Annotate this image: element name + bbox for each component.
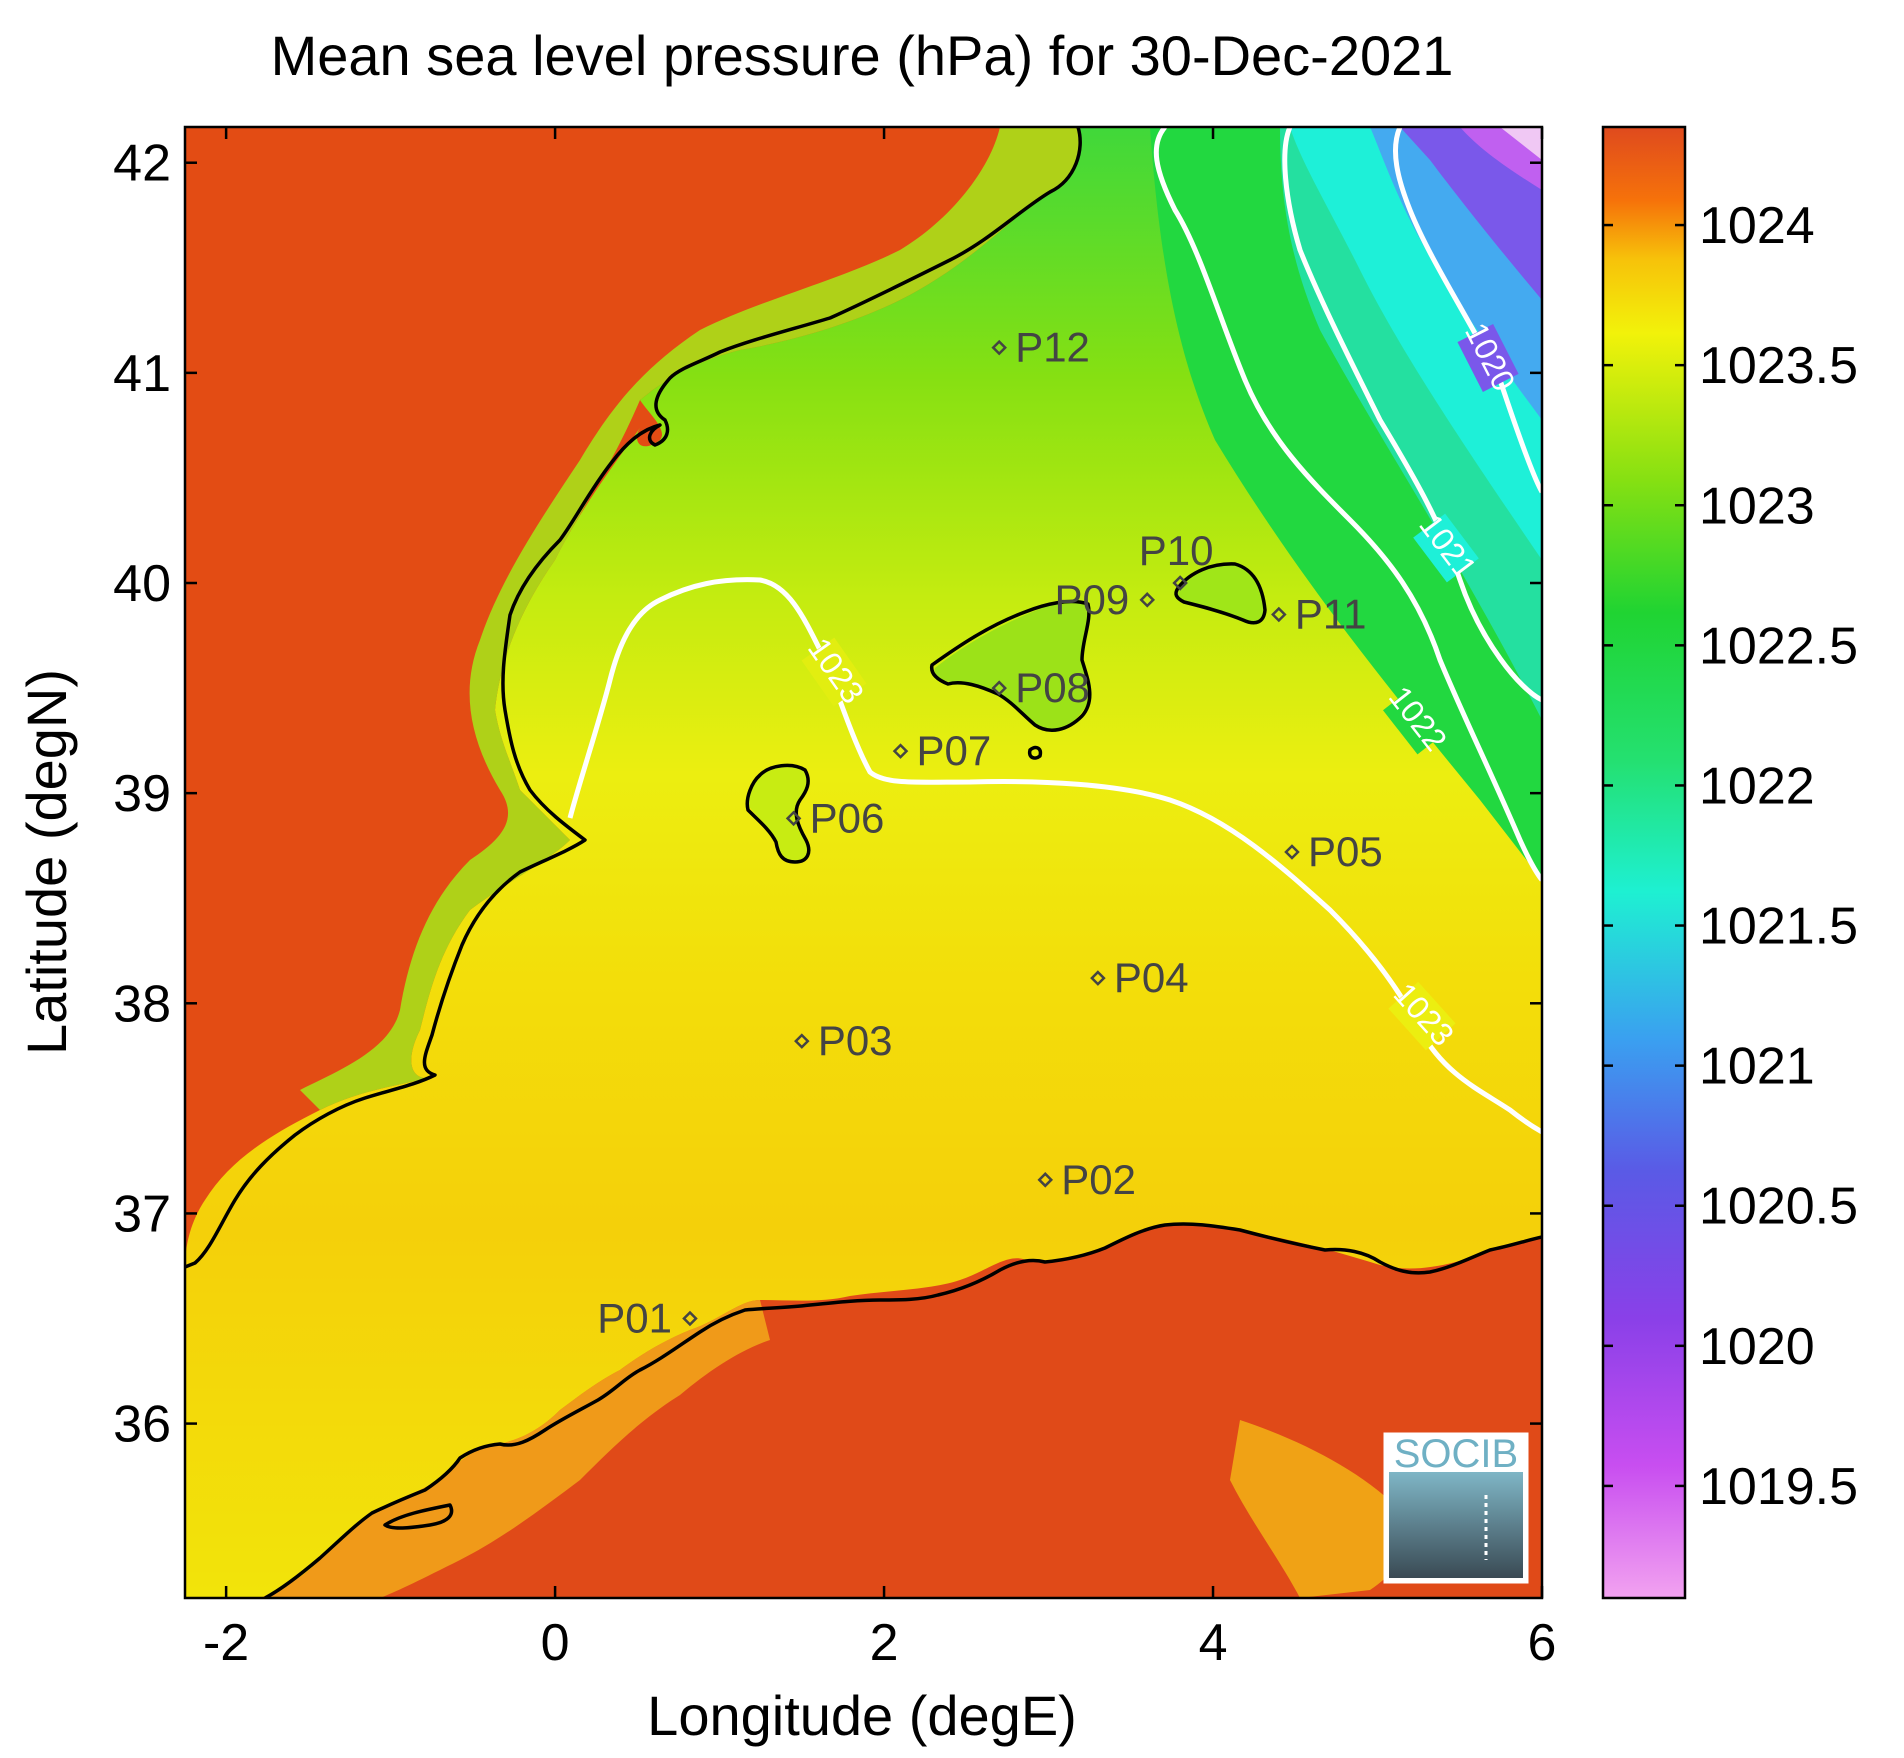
- x-tick-label: 2: [870, 1614, 899, 1672]
- coastline-mallorca: [929, 599, 1092, 732]
- island-mallorca: [934, 601, 1091, 732]
- coastline-iberia: [185, 127, 1082, 1269]
- y-tick-label: 37: [113, 1185, 171, 1243]
- station-label: P02: [1061, 1156, 1136, 1203]
- socib-logo-text: SOCIB: [1394, 1432, 1518, 1476]
- station-label: P10: [1139, 527, 1214, 574]
- land-iberia-fringe: [300, 127, 1081, 1110]
- contour-1022: [1153, 127, 1542, 882]
- station-p12: P12: [991, 324, 1090, 371]
- y-tick-label: 36: [113, 1396, 171, 1454]
- pressure-band-1020: [1400, 127, 1542, 300]
- colorbar-tick-label: 1020: [1699, 1318, 1815, 1376]
- station-marker: [794, 1033, 810, 1049]
- plot-frame: [183, 125, 1544, 1600]
- station-marker: [1172, 575, 1188, 591]
- station-p02: P02: [1037, 1156, 1136, 1203]
- x-tick-label: 4: [1199, 1614, 1228, 1672]
- y-tick-label: 38: [113, 975, 171, 1033]
- y-tick-label: 40: [113, 555, 171, 613]
- x-tick-label: 6: [1528, 1614, 1557, 1672]
- colorbar-tick-label: 1022: [1699, 757, 1815, 815]
- station-p06: P06: [785, 794, 885, 841]
- island-menorca: [1177, 565, 1265, 622]
- contour-1021: [1282, 127, 1542, 703]
- station-p07: P07: [892, 727, 992, 774]
- y-tick-label: 42: [113, 135, 171, 193]
- coastline-north-africa: [264, 1222, 1542, 1598]
- colorbar-tick-label: 1022.5: [1699, 617, 1858, 675]
- coastline-ibiza: [745, 763, 811, 864]
- station-p03: P03: [794, 1017, 893, 1064]
- station-marker: [1271, 606, 1287, 623]
- station-marker: [1139, 592, 1156, 608]
- x-tick-label: 0: [541, 1614, 570, 1672]
- station-label: P12: [1015, 324, 1090, 371]
- contour-1020: [1392, 127, 1542, 494]
- station-label: P07: [917, 727, 992, 774]
- station-marker: [991, 680, 1007, 696]
- colorbar-tick-label: 1019.5: [1699, 1458, 1858, 1516]
- station-label: P08: [1015, 664, 1090, 711]
- pressure-band-lowest: [1500, 127, 1542, 160]
- station-label: P04: [1114, 954, 1189, 1001]
- station-p05: P05: [1284, 828, 1383, 875]
- station-marker: [991, 339, 1007, 356]
- land-africa-warm-patch: [1230, 1420, 1409, 1598]
- colorbar-tick-label: 1024: [1699, 197, 1815, 255]
- island-ibiza: [747, 765, 810, 863]
- station-marker: [1090, 970, 1106, 986]
- station-marker: [785, 810, 802, 827]
- colorbar-tick-label: 1021.5: [1699, 898, 1858, 956]
- station-p08: P08: [991, 664, 1090, 711]
- station-p01: P01: [597, 1295, 698, 1342]
- y-axis: 36 37 38 39 40 41 42: [113, 135, 1542, 1454]
- colorbar-ticks: 1024 1023.5 1023 1022.5 1022 1021.5 1021 1020.5…: [1603, 197, 1858, 1516]
- coastline-cabrera: [1027, 745, 1043, 760]
- station-label: P01: [597, 1295, 672, 1342]
- coastline-menorca: [1174, 562, 1267, 625]
- socib-logo: SOCIB: [1383, 1432, 1529, 1584]
- station-p10: P10: [1139, 527, 1214, 591]
- station-label: P11: [1295, 591, 1367, 638]
- coastline-alboran: [383, 1503, 454, 1530]
- station-marker: [1037, 1172, 1054, 1188]
- station-label: P06: [810, 794, 885, 841]
- colorbar-tick-label: 1023.5: [1699, 337, 1858, 395]
- station-label: P09: [1055, 576, 1130, 623]
- station-p11: P11: [1271, 591, 1367, 638]
- coastlines: [185, 127, 1542, 1598]
- colorbar-tick-label: 1020.5: [1699, 1178, 1858, 1236]
- station-marker: [1284, 844, 1300, 860]
- station-marker: [892, 743, 909, 759]
- colorbar-gradient: [1601, 125, 1687, 1600]
- colorbar: 1024 1023.5 1023 1022.5 1022 1021.5 1021 1020.5…: [1601, 125, 1858, 1600]
- map: [185, 127, 1542, 1598]
- station-p04: P04: [1090, 954, 1189, 1001]
- x-axis-label: Longitude (degE): [647, 1684, 1077, 1747]
- station-p09: P09: [1055, 576, 1156, 623]
- contours: [567, 127, 1542, 1135]
- station-marker: [682, 1310, 698, 1327]
- station-label: P05: [1308, 828, 1383, 875]
- y-axis-label: Latitude (degN): [15, 669, 78, 1055]
- colorbar-tick-label: 1021: [1699, 1038, 1815, 1096]
- y-tick-label: 39: [113, 765, 171, 823]
- chart-title: Mean sea level pressure (hPa) for 30-Dec…: [271, 24, 1454, 87]
- x-axis: -2 0 2 4 6: [203, 127, 1556, 1672]
- station-label: P03: [818, 1017, 893, 1064]
- y-tick-label: 41: [113, 345, 171, 403]
- x-tick-label: -2: [203, 1614, 249, 1672]
- colorbar-tick-label: 1023: [1699, 477, 1815, 535]
